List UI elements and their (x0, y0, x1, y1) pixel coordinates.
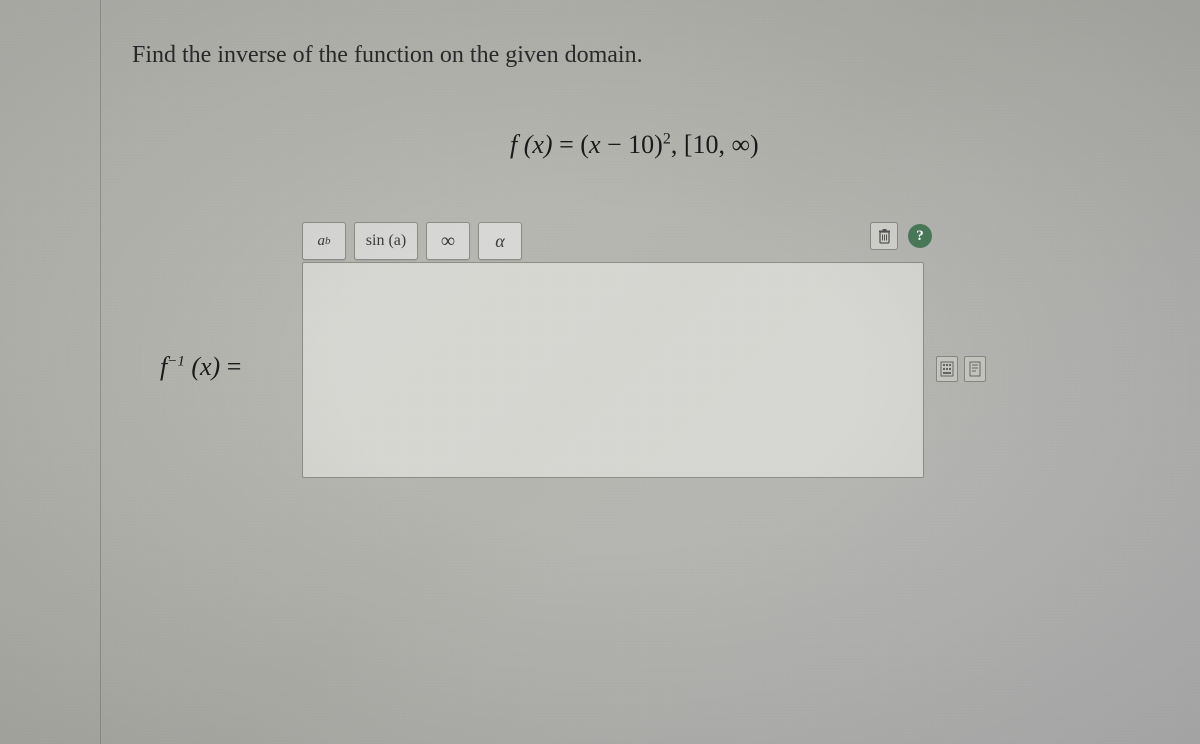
equation-sep: , (671, 130, 684, 159)
keypad-button[interactable] (936, 356, 958, 382)
exponent-sup: b (325, 235, 331, 247)
equation-lhs: f (x) (510, 130, 553, 159)
notes-icon (968, 361, 982, 377)
domain-start: 10 (693, 130, 719, 159)
paren-close: ) (654, 130, 663, 159)
question-prompt: Find the inverse of the function on the … (132, 42, 643, 69)
equals-sign: = (553, 130, 581, 159)
minus-sign: − (600, 130, 628, 159)
answer-equals: = (227, 352, 242, 381)
trash-icon (877, 228, 892, 245)
answer-arg: (x) (185, 352, 227, 381)
trash-button[interactable] (870, 222, 898, 250)
help-button[interactable]: ? (908, 224, 932, 248)
side-icons (936, 356, 986, 382)
notes-button[interactable] (964, 356, 986, 382)
sin-button[interactable]: sin (a) (354, 222, 418, 260)
answer-input[interactable] (302, 262, 924, 478)
domain-open: [ (684, 130, 693, 159)
exponent-base: a (318, 233, 326, 250)
equation-exponent: 2 (663, 130, 671, 147)
exponent-button[interactable]: ab (302, 222, 346, 260)
answer-exp: −1 (167, 353, 185, 369)
alpha-button[interactable]: α (478, 222, 522, 260)
keypad-icon (940, 361, 954, 377)
domain-end: ∞ (732, 130, 751, 159)
function-equation: f (x) = (x − 10)2, [10, ∞) (510, 130, 759, 160)
paren-open: ( (580, 130, 589, 159)
domain-comma: , (719, 130, 732, 159)
math-toolbar: ab sin (a) ∞ α (302, 222, 522, 260)
equation-const: 10 (628, 130, 654, 159)
equation-var: x (589, 130, 601, 159)
right-toolbar: ? (870, 222, 932, 250)
answer-label: f−1 (x) = (160, 352, 241, 382)
domain-close: ) (750, 130, 759, 159)
infinity-button[interactable]: ∞ (426, 222, 470, 260)
